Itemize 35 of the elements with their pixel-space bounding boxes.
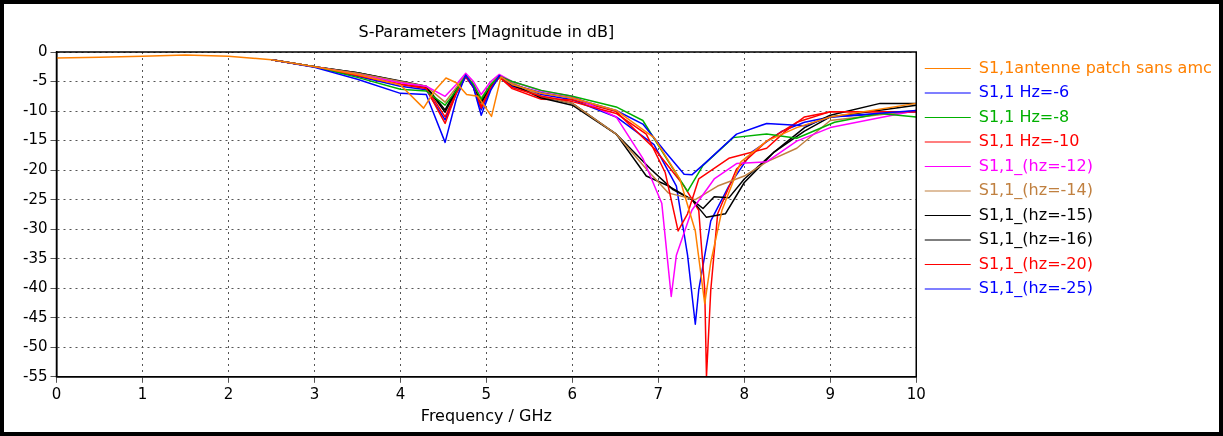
y-tick-label: -25 [23, 189, 48, 208]
legend-label: S1,1antenne patch sans amc [978, 57, 1212, 77]
y-tick-label: -35 [23, 248, 48, 267]
legend-label: S1,1 Hz=-8 [978, 106, 1070, 126]
y-tick-label: -10 [23, 100, 48, 119]
x-tick-label: 8 [739, 384, 750, 403]
y-tick-label: -40 [23, 278, 48, 297]
x-axis-title: Frequency / GHz [420, 405, 552, 425]
y-tick-label: -30 [23, 219, 48, 238]
chart-title: S-Parameters [Magnitude in dB] [358, 22, 615, 42]
legend-label: S1,1 Hz=-10 [978, 131, 1080, 151]
x-tick-label: 9 [825, 384, 836, 403]
y-tick-label: -45 [23, 307, 48, 326]
y-tick-label: -15 [23, 130, 48, 149]
x-tick-label: 1 [137, 384, 148, 403]
legend-label: S1,1_(hz=-25) [978, 278, 1093, 299]
y-tick-label: -20 [23, 160, 48, 178]
x-tick-label: 10 [906, 384, 926, 403]
legend-label: S1,1_(hz=-20) [978, 253, 1093, 274]
x-tick-label: 4 [395, 384, 406, 403]
legend-label: S1,1_(hz=-14) [978, 180, 1093, 201]
y-tick-label: -5 [32, 71, 48, 90]
x-tick-label: 6 [567, 384, 578, 403]
x-tick-label: 0 [51, 384, 62, 403]
legend-label: S1,1_(hz=-15) [978, 204, 1093, 225]
y-tick-label: 0 [37, 41, 48, 60]
x-tick-label: 5 [481, 384, 492, 403]
legend-label: S1,1_(hz=-16) [978, 229, 1093, 250]
y-tick-label: -50 [23, 337, 48, 356]
legend-label: S1,1 Hz=-6 [978, 82, 1070, 102]
legend-label: S1,1_(hz=-12) [978, 155, 1093, 176]
y-tick-label: -55 [23, 366, 48, 385]
x-tick-label: 2 [223, 384, 234, 403]
x-tick-label: 3 [309, 384, 320, 403]
x-tick-label: 7 [653, 384, 664, 403]
